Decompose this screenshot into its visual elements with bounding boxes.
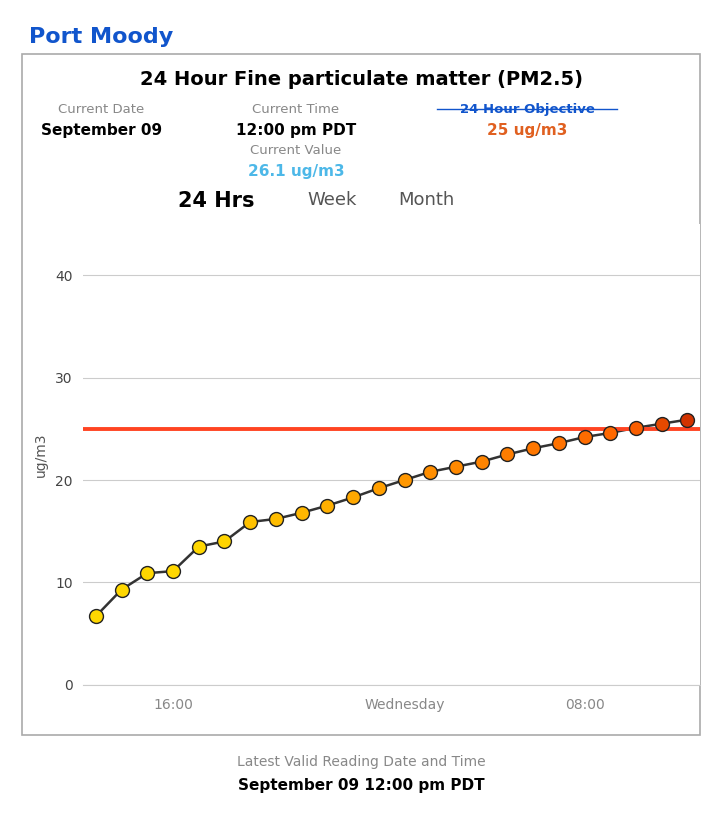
Text: Week: Week <box>308 191 357 209</box>
Text: September 09 12:00 pm PDT: September 09 12:00 pm PDT <box>238 778 484 793</box>
Text: Current Time: Current Time <box>253 103 339 116</box>
Text: 25 ug/m3: 25 ug/m3 <box>487 123 567 138</box>
Bar <box>22 54 700 735</box>
Text: Port Moody: Port Moody <box>29 27 173 46</box>
Text: Latest Valid Reading Date and Time: Latest Valid Reading Date and Time <box>237 755 485 769</box>
Text: Current Value: Current Value <box>251 144 342 158</box>
Y-axis label: ug/m3: ug/m3 <box>34 432 48 476</box>
Text: 24 Hour Objective: 24 Hour Objective <box>460 103 594 116</box>
Text: Current Date: Current Date <box>58 103 144 116</box>
Text: September 09: September 09 <box>40 123 162 138</box>
Text: 24 Hrs: 24 Hrs <box>178 191 255 211</box>
Text: 12:00 pm PDT: 12:00 pm PDT <box>236 123 356 138</box>
Text: Month: Month <box>398 191 454 209</box>
Text: 26.1 ug/m3: 26.1 ug/m3 <box>248 164 344 179</box>
Text: 24 Hour Fine particulate matter (PM2.5): 24 Hour Fine particulate matter (PM2.5) <box>139 70 583 89</box>
